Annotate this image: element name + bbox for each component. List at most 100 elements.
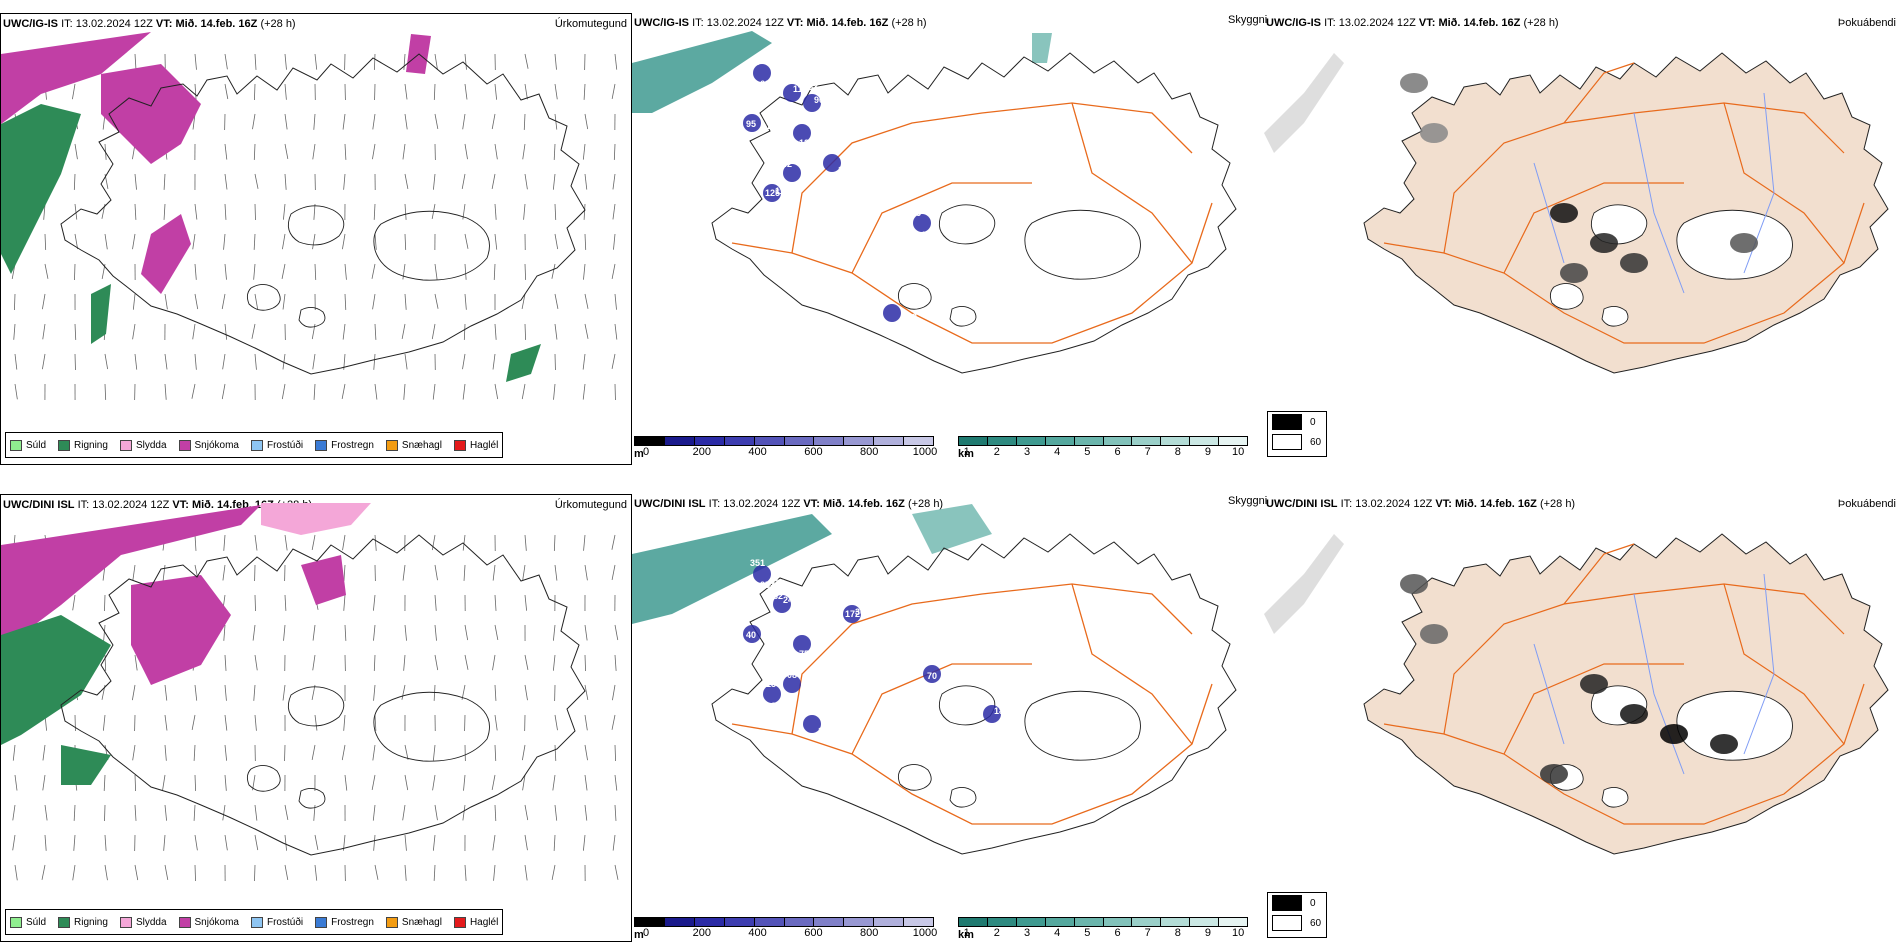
legend-label: Frostúði	[266, 916, 304, 928]
wind-barb	[492, 564, 496, 581]
glacier-outline	[1601, 787, 1629, 808]
wind-barb	[524, 654, 529, 670]
wind-barb	[373, 53, 376, 70]
wind-barb	[253, 233, 256, 250]
colorbar-swatch	[987, 437, 1017, 445]
visibility-value-label: 213	[761, 679, 776, 689]
glacier-outline	[287, 205, 345, 246]
wind-barb	[554, 203, 557, 220]
legend-label: Frostregn	[331, 916, 374, 928]
wind-barb	[254, 654, 258, 671]
fog-legend-row: 0	[1268, 893, 1326, 913]
wind-barb	[252, 113, 256, 130]
elevation-patch	[793, 635, 811, 653]
precip-area-rain	[1, 104, 81, 274]
wind-barb	[584, 233, 587, 250]
colorbar-labels: 1 2 3 4 5 6 7 8 9 10	[958, 927, 1248, 941]
low-visibility-area	[632, 31, 772, 113]
wind-barb	[373, 594, 376, 611]
wind-barb	[254, 293, 259, 310]
wind-barb	[521, 744, 526, 761]
wind-barb	[434, 804, 438, 821]
wind-barb	[374, 864, 379, 880]
colorbar-unit: m	[634, 448, 644, 460]
panel-type-label: Úrkomutegund	[554, 499, 627, 511]
legend-swatch	[453, 439, 466, 451]
wind-barb	[584, 774, 588, 791]
wind-barb	[523, 203, 526, 220]
wind-barb	[553, 834, 556, 851]
iceland-map	[60, 534, 586, 856]
colorbar-swatch	[959, 918, 988, 926]
precip-area-snow	[1, 505, 261, 635]
precip-area-rain	[91, 284, 111, 344]
wind-barb	[134, 53, 137, 70]
low-visibility-areas	[632, 504, 992, 624]
wind-barb	[463, 564, 466, 581]
visibility-value-label: 308	[855, 607, 870, 617]
visibility-labels: 96 118 177 123 90 125 195 65 90 43 62 353 95 104 42 115…	[746, 57, 931, 322]
wind-barb	[73, 834, 76, 851]
legend-label: Súld	[26, 439, 47, 451]
visibility-value-label: 221	[793, 593, 808, 603]
wind-barb	[281, 383, 286, 400]
legend-label: Rigning	[74, 916, 108, 928]
wind-barb	[103, 774, 106, 791]
colorbar-labels: 0 200 400 600 800 1000	[634, 927, 937, 941]
wind-barb	[464, 233, 469, 249]
wind-barb	[194, 864, 196, 881]
precip-legend: Súld Rigning Slydda Snjókoma Frostúði Frostre…	[5, 909, 504, 935]
colorbar-unit: km	[958, 929, 974, 941]
wind-barb	[494, 804, 497, 821]
wind-barb	[282, 293, 286, 310]
wind-barb	[522, 143, 526, 160]
wind-barb	[223, 534, 226, 551]
colorbar-swatch	[724, 918, 755, 926]
colorbar-swatch	[1132, 918, 1162, 926]
elevation-patch	[753, 565, 771, 583]
colorbar-tick-label: 3	[1023, 446, 1031, 458]
wind-barb	[193, 744, 196, 761]
wind-barb	[224, 774, 227, 791]
wind-barb	[312, 624, 316, 641]
wind-barb	[434, 53, 438, 70]
wind-barb	[74, 143, 78, 160]
wind-barb	[103, 624, 106, 641]
colorbar-swatch	[754, 918, 785, 926]
wind-barb	[12, 834, 16, 851]
legend-label: Slydda	[135, 439, 167, 451]
wind-barb	[613, 233, 616, 250]
panel-title: UWC/DINI ISL IT: 13.02.2024 12Z VT: Mið.…	[1266, 498, 1576, 510]
wind-barb	[494, 744, 497, 761]
wind-barb	[13, 323, 16, 340]
legend-label: Rigning	[74, 439, 108, 451]
road	[1443, 583, 1845, 735]
glacier-outline	[1549, 283, 1584, 310]
legend-label: Haglél	[469, 916, 499, 928]
elevation-patch	[913, 214, 931, 232]
wind-barb	[14, 353, 18, 370]
visibility-panel-bottom: UWC/DINI ISL IT: 13.02.2024 12Z VT: Mið.…	[632, 494, 1267, 946]
colorbar-swatches	[958, 917, 1248, 927]
wind-barb	[552, 774, 556, 791]
river	[1533, 643, 1565, 745]
elevation-areas	[743, 64, 931, 322]
wind-barb	[44, 834, 47, 851]
colorbar-swatch	[874, 437, 905, 445]
road	[1503, 663, 1684, 755]
wind-barb	[493, 864, 496, 881]
fog-patch	[1540, 764, 1568, 784]
legend-item: Slydda	[119, 916, 167, 928]
elevation-patch	[803, 94, 821, 112]
wind-barb	[432, 383, 436, 400]
wind-barb	[554, 233, 559, 250]
colorbar-swatch	[844, 918, 875, 926]
wind-barb	[373, 624, 376, 641]
wind-barb	[491, 113, 496, 130]
wind-barb	[134, 774, 137, 791]
river	[1533, 162, 1565, 264]
visibility-value-label: 125	[765, 188, 780, 198]
wind-barb	[584, 293, 589, 309]
legend-label: Snæhagl	[401, 439, 442, 451]
wind-barb	[584, 624, 588, 641]
